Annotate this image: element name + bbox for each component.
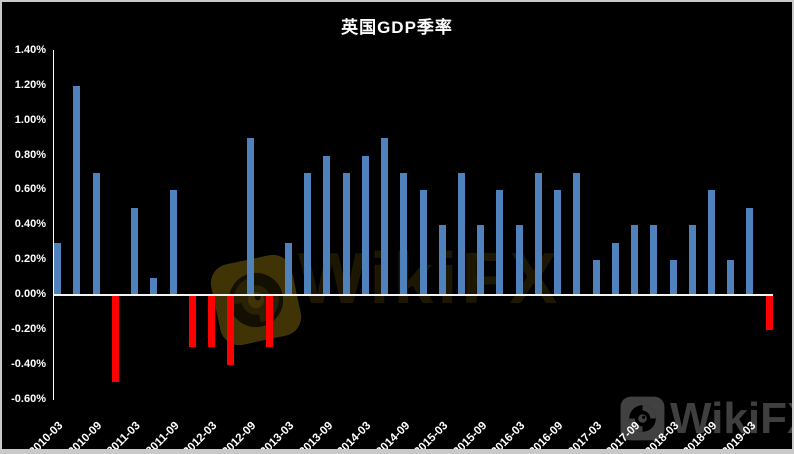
x-axis-tick-label: 2011-03 — [104, 419, 143, 454]
x-axis-tick-label: 2013-03 — [258, 419, 297, 454]
y-axis-tick-label: 0.00% — [14, 288, 46, 300]
bar-2015-09 — [477, 225, 485, 295]
x-axis-tick-label: 2014-03 — [335, 419, 374, 454]
zero-baseline — [53, 294, 773, 296]
bar-2017-09 — [631, 225, 639, 295]
x-axis-tick-label: 2012-09 — [219, 419, 259, 454]
wikifx-logo-icon — [620, 396, 665, 441]
x-axis-tick-label: 2015-03 — [412, 419, 451, 454]
x-axis-tick-label: 2010-09 — [66, 419, 105, 454]
y-axis-tick-label: -0.40% — [11, 357, 46, 370]
bar-2014-06 — [381, 138, 389, 295]
bar-2015-12 — [496, 190, 504, 295]
y-axis-tick-label: 0.60% — [14, 183, 46, 196]
bar-2017-06 — [611, 242, 619, 295]
bar-2011-12 — [188, 295, 196, 348]
x-axis-tick-label: 2010-03 — [27, 419, 66, 454]
bar-2019-03 — [746, 207, 754, 295]
y-axis-tick-label: 1.20% — [14, 78, 46, 91]
x-axis-tick-label: 2013-09 — [296, 419, 336, 454]
bar-2013-06 — [304, 172, 312, 295]
x-axis-tick-label: 2014-09 — [373, 419, 413, 454]
bar-2010-09 — [92, 172, 100, 295]
bar-2016-06 — [534, 172, 542, 295]
bar-2016-09 — [554, 190, 562, 295]
x-axis-tick-label: 2011-09 — [143, 419, 182, 454]
wikifx-logo-icon — [210, 254, 302, 346]
watermark-bottom-right: WikiFX — [619, 393, 792, 443]
y-axis-tick-label: 1.40% — [14, 43, 46, 56]
watermark-brand-text-bottom: WikiFX — [670, 393, 792, 443]
bar-2018-03 — [669, 260, 677, 295]
bar-2017-03 — [592, 260, 600, 295]
x-axis-tick-label: 2017-03 — [566, 419, 605, 454]
bar-2010-03 — [54, 242, 62, 295]
bar-2014-12 — [419, 190, 427, 295]
bar-2015-03 — [438, 225, 446, 295]
bar-2012-03 — [208, 295, 216, 348]
y-axis-line — [53, 50, 54, 400]
bar-2018-09 — [708, 190, 716, 295]
bar-2012-06 — [227, 295, 235, 365]
y-axis-tick-label: -0.20% — [11, 322, 46, 335]
bar-2013-12 — [342, 172, 350, 295]
bar-2019-06 — [765, 295, 773, 330]
bar-2013-03 — [284, 242, 292, 295]
chart-title: 英国GDP季率 — [341, 18, 453, 37]
bar-2016-12 — [573, 172, 581, 295]
y-axis-tick-label: -0.60% — [11, 392, 46, 405]
x-axis-tick-label: 2016-09 — [527, 419, 566, 454]
bar-2013-09 — [323, 155, 331, 295]
y-axis-tick-label: 0.40% — [14, 218, 46, 231]
bar-2011-09 — [169, 190, 177, 295]
bar-2012-12 — [265, 295, 273, 348]
y-axis-tick-label: 1.00% — [14, 113, 46, 126]
bar-2010-06 — [73, 85, 81, 295]
bar-2011-03 — [131, 207, 139, 295]
bar-2017-12 — [650, 225, 658, 295]
bar-2016-03 — [515, 225, 523, 295]
bar-2011-06 — [150, 277, 158, 295]
bar-2015-06 — [458, 172, 466, 295]
bar-2014-09 — [400, 172, 408, 295]
x-axis-tick-label: 2015-09 — [450, 419, 490, 454]
bar-2014-03 — [361, 155, 369, 295]
x-axis-tick-label: 2012-03 — [181, 419, 220, 454]
bar-2010-12 — [111, 295, 119, 383]
bar-2018-06 — [688, 225, 696, 295]
bar-2012-09 — [246, 138, 254, 295]
watermark-brand-text-center: WikiFX — [298, 239, 562, 319]
x-axis-tick-label: 2016-03 — [489, 419, 528, 454]
bar-2018-12 — [727, 260, 735, 295]
y-axis-tick-label: 0.20% — [14, 253, 46, 266]
y-axis-tick-label: 0.80% — [14, 148, 46, 161]
